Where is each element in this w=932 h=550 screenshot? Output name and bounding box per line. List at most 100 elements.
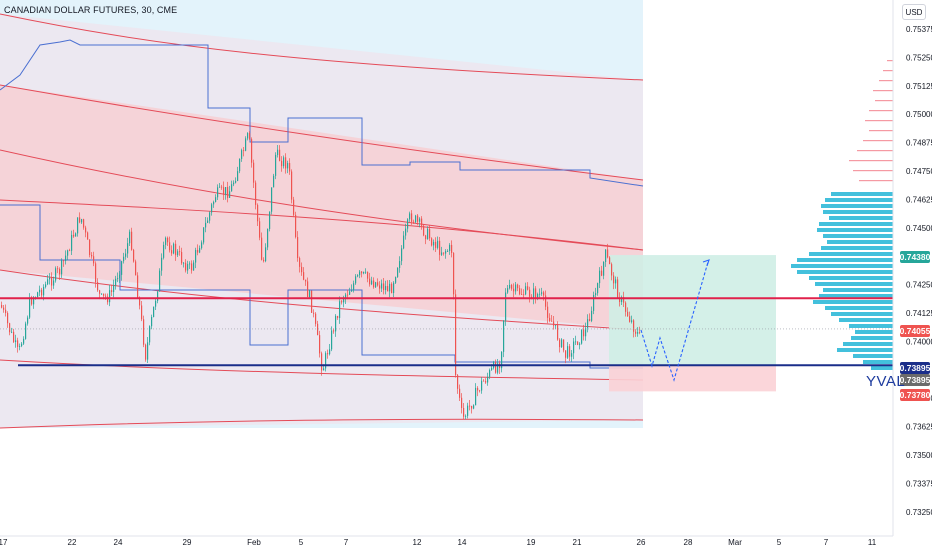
candle-body	[623, 297, 625, 303]
x-tick-label: 22	[68, 538, 77, 547]
candle-body	[151, 317, 153, 327]
candle-body	[557, 325, 559, 340]
candle-body	[407, 219, 409, 229]
candle-body	[555, 325, 557, 326]
price-tag-entry: 0.73895	[899, 374, 931, 386]
candle-body	[467, 405, 469, 416]
candle-body	[321, 353, 323, 371]
candle-body	[267, 228, 269, 248]
profile-bar-28	[863, 360, 893, 364]
price-tag-target: 0.74380	[899, 251, 931, 263]
blue-step-line	[0, 39, 644, 187]
candle-body	[483, 380, 485, 382]
candle-body	[429, 228, 431, 239]
candle-body	[417, 215, 419, 222]
candle-body	[149, 326, 151, 343]
candle-body	[451, 244, 453, 253]
candle-body	[233, 182, 235, 185]
upper-profile-bar-8	[863, 140, 893, 142]
candle-body	[607, 249, 609, 258]
profile-bar-7	[823, 234, 893, 238]
candle-body	[585, 327, 587, 337]
candle-body	[145, 344, 147, 360]
candle-body	[413, 221, 415, 223]
candle-body	[179, 251, 181, 253]
candle-body	[91, 254, 93, 257]
candle-body	[329, 349, 331, 355]
candle-body	[377, 282, 379, 286]
candle-body	[79, 217, 81, 223]
candle-body	[523, 294, 525, 296]
x-tick-label: 11	[868, 538, 877, 547]
candle-body	[165, 237, 167, 245]
channel-line-4	[0, 269, 644, 331]
candle-body	[369, 278, 371, 285]
candle-body	[471, 405, 473, 409]
candle-body	[501, 351, 503, 369]
candle-body	[513, 288, 515, 292]
candle-body	[113, 285, 115, 292]
upper-profile-bar-6	[865, 120, 893, 122]
profile-bar-16	[823, 288, 893, 292]
profile-bar-12	[791, 264, 893, 268]
candle-body	[529, 289, 531, 297]
candle-body	[565, 350, 567, 358]
candle-body	[327, 353, 329, 355]
upper-profile-bar-4	[875, 100, 893, 102]
candle-body	[457, 375, 459, 389]
candle-body	[287, 163, 289, 169]
candle-body	[213, 201, 215, 205]
candle-body	[589, 319, 591, 321]
price-tag-last: 0.74055	[899, 325, 931, 337]
candle-body	[11, 331, 13, 333]
projection-arrowhead	[702, 259, 710, 267]
price-tag-stop: 0.73780	[899, 389, 931, 401]
candle-body	[431, 238, 433, 246]
candle-body	[5, 309, 7, 313]
candle-body	[251, 139, 253, 163]
candle-body	[543, 292, 545, 296]
candle-body	[141, 305, 143, 320]
candle-body	[135, 261, 137, 276]
candle-body	[181, 252, 183, 264]
candle-body	[241, 150, 243, 159]
candle-body	[269, 211, 271, 229]
candle-body	[29, 298, 31, 318]
candle-body	[223, 187, 225, 195]
profile-bar-9	[821, 246, 893, 250]
candle-body	[615, 279, 617, 284]
candle-body	[295, 214, 297, 238]
candle-body	[153, 306, 155, 318]
candle-body	[87, 232, 89, 240]
candle-body	[473, 405, 475, 409]
candle-body	[237, 171, 239, 182]
candle-body	[605, 249, 607, 263]
candle-body	[633, 320, 635, 332]
candle-body	[15, 340, 17, 342]
candle-body	[71, 234, 73, 251]
candle-body	[561, 339, 563, 348]
blue-step-line-lower	[0, 204, 643, 369]
candle-body	[559, 339, 561, 348]
candle-body	[33, 298, 35, 305]
candle-body	[509, 284, 511, 289]
candle-body	[271, 187, 273, 212]
candle-body	[339, 301, 341, 318]
candle-body	[495, 362, 497, 373]
candle-body	[9, 323, 11, 333]
currency-selector[interactable]: USD	[902, 4, 926, 20]
candle-body	[631, 320, 633, 322]
candle-body	[73, 234, 75, 237]
x-tick-label: 28	[684, 538, 693, 547]
candle-body	[333, 330, 335, 332]
candle-body	[581, 329, 583, 344]
candle-body	[199, 248, 201, 253]
candle-body	[601, 270, 603, 276]
